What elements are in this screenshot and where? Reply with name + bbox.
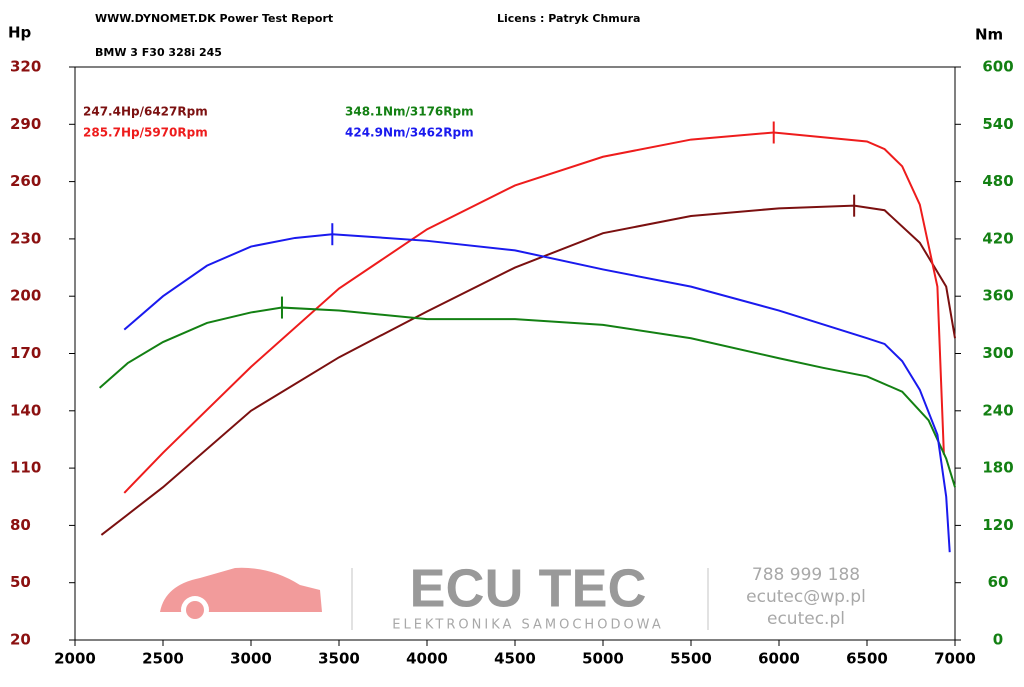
series-line bbox=[100, 204, 956, 536]
x-tick-label: 2500 bbox=[142, 650, 184, 668]
watermark-site: ecutec.pl bbox=[767, 609, 845, 629]
legend-label: 424.9Nm/3462Rpm bbox=[345, 126, 474, 140]
chart-title: WWW.DYNOMET.DK Power Test Report bbox=[95, 12, 333, 25]
x-tick-label: 4000 bbox=[406, 650, 448, 668]
legend-label: 285.7Hp/5970Rpm bbox=[83, 126, 208, 140]
watermark-email: ecutec@wp.pl bbox=[746, 587, 866, 607]
x-tick-label: 6500 bbox=[846, 650, 888, 668]
watermark-brand: ECU TEC bbox=[409, 558, 646, 618]
x-tick-label: 5500 bbox=[670, 650, 712, 668]
y-tick-label: 80 bbox=[10, 516, 31, 534]
series-line bbox=[98, 306, 956, 488]
x-tick-label: 3000 bbox=[230, 650, 272, 668]
y2-tick-label: 240 bbox=[982, 401, 1013, 419]
y2-tick-label: 480 bbox=[982, 172, 1013, 190]
series-line bbox=[123, 233, 951, 553]
x-tick-label: 4500 bbox=[494, 650, 536, 668]
y2-axis-label: Nm bbox=[975, 26, 1003, 44]
x-tick-label: 3500 bbox=[318, 650, 360, 668]
x-tick-label: 2000 bbox=[54, 650, 96, 668]
watermark: ECU TEC ELEKTRONIKA SAMOCHODOWA 788 999 … bbox=[160, 558, 866, 633]
x-tick-label: 6000 bbox=[758, 650, 800, 668]
license: Licens : Patryk Chmura bbox=[497, 12, 640, 25]
logo-wheel bbox=[186, 601, 204, 619]
series-line bbox=[123, 131, 945, 494]
watermark-phone: 788 999 188 bbox=[752, 565, 860, 585]
y-tick-label: 170 bbox=[10, 344, 41, 362]
y-tick-label: 110 bbox=[10, 459, 41, 477]
y2-tick-label: 420 bbox=[982, 229, 1013, 247]
y-tick-label: 200 bbox=[10, 287, 41, 305]
y2-tick-label: 120 bbox=[982, 516, 1013, 534]
subtitle: BMW 3 F30 328i 245 bbox=[95, 46, 222, 59]
y2-tick-label: 360 bbox=[982, 287, 1013, 305]
y-tick-label: 230 bbox=[10, 229, 41, 247]
y-axis-label: Hp bbox=[8, 24, 32, 42]
legend-label: 348.1Nm/3176Rpm bbox=[345, 105, 474, 119]
y-tick-label: 320 bbox=[10, 58, 41, 76]
y2-tick-label: 60 bbox=[988, 573, 1009, 591]
y-tick-label: 20 bbox=[10, 631, 31, 649]
legend-label: 247.4Hp/6427Rpm bbox=[83, 105, 208, 119]
y-tick-label: 260 bbox=[10, 172, 41, 190]
watermark-tagline: ELEKTRONIKA SAMOCHODOWA bbox=[392, 618, 663, 633]
y2-tick-label: 180 bbox=[982, 459, 1013, 477]
y-tick-label: 140 bbox=[10, 401, 41, 419]
y-tick-label: 50 bbox=[10, 573, 31, 591]
y2-tick-label: 540 bbox=[982, 115, 1013, 133]
y-tick-label: 290 bbox=[10, 115, 41, 133]
y2-tick-label: 600 bbox=[982, 58, 1013, 76]
y2-tick-label: 300 bbox=[982, 344, 1013, 362]
y2-tick-label: 0 bbox=[993, 631, 1003, 649]
x-tick-label: 7000 bbox=[934, 650, 976, 668]
plot-frame bbox=[74, 66, 956, 641]
x-tick-label: 5000 bbox=[582, 650, 624, 668]
